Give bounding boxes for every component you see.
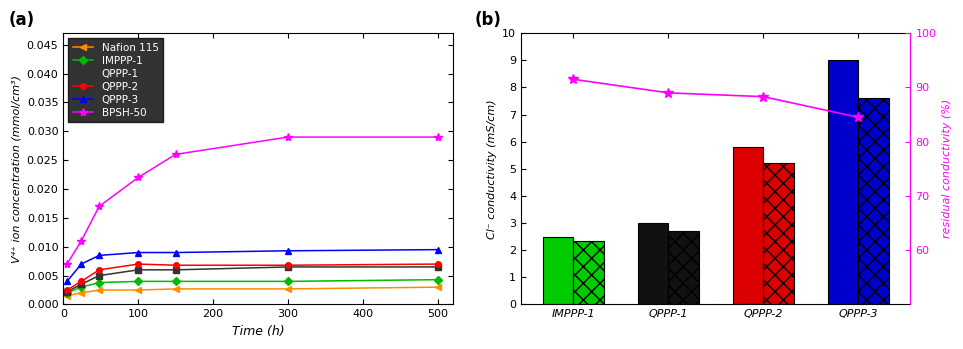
Bar: [668, 231, 699, 304]
Nafion 115: [431, 285, 443, 289]
Bar: [828, 60, 858, 304]
QPPP-3: [62, 279, 73, 283]
Line: QPPP-3: QPPP-3: [65, 247, 440, 284]
IMPPP-1: [62, 291, 73, 295]
BPSH-50: [75, 239, 87, 243]
QPPP-2: [132, 262, 143, 266]
QPPP-3: [169, 251, 181, 255]
BPSH-50: [93, 204, 105, 208]
Bar: [733, 147, 764, 304]
QPPP-3: [132, 251, 143, 255]
QPPP-2: [93, 268, 105, 272]
QPPP-2: [62, 288, 73, 292]
Legend: Nafion 115, IMPPP-1, QPPP-1, QPPP-2, QPPP-3, BPSH-50: Nafion 115, IMPPP-1, QPPP-1, QPPP-2, QPP…: [68, 38, 163, 122]
IMPPP-1: [75, 285, 87, 289]
Nafion 115: [169, 287, 181, 291]
Text: (b): (b): [475, 11, 502, 29]
QPPP-1: [132, 268, 143, 272]
Bar: [858, 98, 889, 304]
BPSH-50: [169, 152, 181, 156]
QPPP-2: [282, 263, 294, 267]
Y-axis label: Cl⁻ conductivity (mS/cm): Cl⁻ conductivity (mS/cm): [486, 99, 497, 239]
QPPP-1: [75, 282, 87, 287]
Line: BPSH-50: BPSH-50: [63, 133, 442, 268]
Bar: [543, 237, 573, 304]
Nafion 115: [93, 288, 105, 292]
QPPP-3: [431, 247, 443, 252]
QPPP-2: [169, 263, 181, 267]
IMPPP-1: [431, 277, 443, 282]
Bar: [764, 163, 794, 304]
Text: (a): (a): [9, 11, 35, 29]
Y-axis label: residual conductivity (%): residual conductivity (%): [942, 99, 951, 238]
BPSH-50: [62, 262, 73, 266]
IMPPP-1: [93, 281, 105, 285]
Nafion 115: [282, 287, 294, 291]
QPPP-3: [93, 253, 105, 258]
QPPP-1: [62, 290, 73, 294]
BPSH-50: [282, 135, 294, 139]
QPPP-1: [93, 274, 105, 278]
Line: Nafion 115: Nafion 115: [65, 284, 440, 299]
Nafion 115: [75, 291, 87, 295]
Line: QPPP-1: QPPP-1: [65, 264, 440, 295]
QPPP-1: [282, 265, 294, 269]
Y-axis label: V⁴⁺ ion concentration (mmol/cm³): V⁴⁺ ion concentration (mmol/cm³): [12, 75, 21, 263]
Nafion 115: [132, 288, 143, 292]
QPPP-3: [75, 262, 87, 266]
Line: IMPPP-1: IMPPP-1: [65, 277, 440, 296]
QPPP-1: [169, 268, 181, 272]
QPPP-1: [431, 265, 443, 269]
IMPPP-1: [132, 279, 143, 283]
Bar: [573, 241, 604, 304]
QPPP-2: [431, 262, 443, 266]
IMPPP-1: [282, 279, 294, 283]
QPPP-3: [282, 249, 294, 253]
Bar: [638, 223, 668, 304]
BPSH-50: [132, 176, 143, 180]
BPSH-50: [431, 135, 443, 139]
QPPP-2: [75, 279, 87, 283]
Nafion 115: [62, 294, 73, 298]
Line: QPPP-2: QPPP-2: [65, 261, 440, 293]
X-axis label: Time (h): Time (h): [232, 325, 284, 338]
IMPPP-1: [169, 279, 181, 283]
